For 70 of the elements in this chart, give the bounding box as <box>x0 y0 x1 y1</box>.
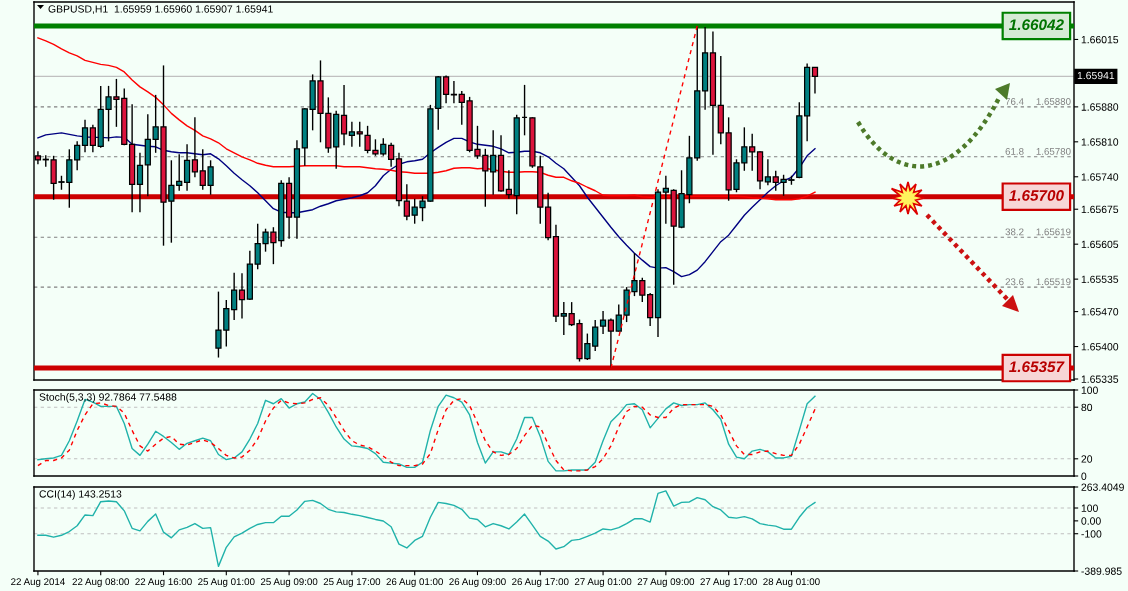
x-tick-label: 22 Aug 16:00 <box>135 578 192 588</box>
x-tick-label: 28 Aug 01:00 <box>763 578 820 588</box>
candlestick <box>599 310 607 335</box>
x-tick-label: 27 Aug 09:00 <box>637 578 695 588</box>
candlestick <box>340 84 348 147</box>
ref-line-label: 1.65941 <box>1077 71 1115 80</box>
y-tick-label: 80 <box>1081 403 1093 412</box>
candlestick <box>74 140 81 171</box>
chart-title: Stoch(5,3,3) 92.7864 77.5488 <box>39 393 177 403</box>
candlestick <box>81 119 89 153</box>
candlestick <box>490 129 497 196</box>
x-tick-label: 22 Aug 2014 <box>11 578 65 588</box>
annotation: 38.2 <box>1005 228 1024 236</box>
y-tick-label: 100 <box>1081 386 1098 394</box>
chart-title: CCI(14) 143.2513 <box>39 490 122 500</box>
y-tick-label: 1.66015 <box>1081 35 1119 44</box>
chart-title: GBPUSD,H1 1.65959 1.65960 1.65907 1.65941 <box>48 5 273 14</box>
candlestick <box>231 271 238 321</box>
y-tick-label: 1.65675 <box>1081 205 1119 214</box>
ref-line-label: 1.65519 <box>1036 278 1071 286</box>
x-tick-label: 26 Aug 01:00 <box>386 578 443 588</box>
annotation: 61.8 <box>1005 147 1024 155</box>
candlestick <box>662 175 669 225</box>
x-tick-label: 25 Aug 09:00 <box>260 578 318 588</box>
y-tick-label: 1.65605 <box>1081 240 1119 249</box>
candlestick <box>356 121 363 148</box>
annotation: 76.4 <box>1005 98 1024 105</box>
ref-line-label: 1.65619 <box>1036 228 1071 236</box>
candlestick <box>647 292 654 327</box>
y-tick-label: 20 <box>1081 455 1093 463</box>
y-tick-label: 1.65400 <box>1081 343 1119 351</box>
y-tick-label: 1.65810 <box>1081 138 1119 146</box>
y-tick-label: 263.4049 <box>1081 483 1124 491</box>
candlestick <box>811 66 819 95</box>
candlestick <box>183 143 191 192</box>
candlestick <box>403 183 410 221</box>
y-tick-label: -389.985 <box>1081 567 1122 575</box>
ref-line-label: 1.65357 <box>1009 361 1065 373</box>
candlestick <box>442 74 450 105</box>
y-tick-label: 100 <box>1081 504 1098 512</box>
ref-line-label: 1.65780 <box>1036 147 1071 155</box>
y-tick-label: 1.65880 <box>1081 103 1119 111</box>
line-series <box>37 490 816 568</box>
candlestick <box>764 158 772 186</box>
x-tick-label: 27 Aug 01:00 <box>574 578 632 588</box>
x-tick-label: 26 Aug 17:00 <box>512 578 569 588</box>
candlestick <box>450 80 458 105</box>
ref-line-label: 1.66042 <box>1009 19 1064 31</box>
annotation: 23.6 <box>1005 278 1024 286</box>
y-tick-label: -100 <box>1081 530 1102 538</box>
y-tick-label: 0.00 <box>1081 517 1101 525</box>
y-tick-label: 1.65535 <box>1081 275 1119 284</box>
x-tick-label: 25 Aug 17:00 <box>323 578 381 588</box>
y-tick-label: 1.65335 <box>1081 375 1119 383</box>
candlestick <box>191 116 199 178</box>
x-tick-label: 27 Aug 17:00 <box>700 578 757 588</box>
x-tick-label: 22 Aug 08:00 <box>72 578 129 588</box>
y-tick-label: 1.65470 <box>1081 308 1119 316</box>
candlestick <box>607 317 615 369</box>
candlestick <box>136 152 144 213</box>
candlestick <box>348 121 356 148</box>
candlestick <box>238 272 246 320</box>
x-tick-label: 25 Aug 01:00 <box>198 578 255 588</box>
ref-line-label: 1.65700 <box>1009 190 1064 201</box>
candlestick <box>387 142 395 168</box>
ref-line-label: 1.65880 <box>1036 98 1071 105</box>
y-tick-label: 0 <box>1081 472 1087 480</box>
candlestick <box>89 124 97 153</box>
y-tick-label: 1.65740 <box>1081 173 1119 181</box>
x-tick-label: 26 Aug 09:00 <box>449 578 506 588</box>
